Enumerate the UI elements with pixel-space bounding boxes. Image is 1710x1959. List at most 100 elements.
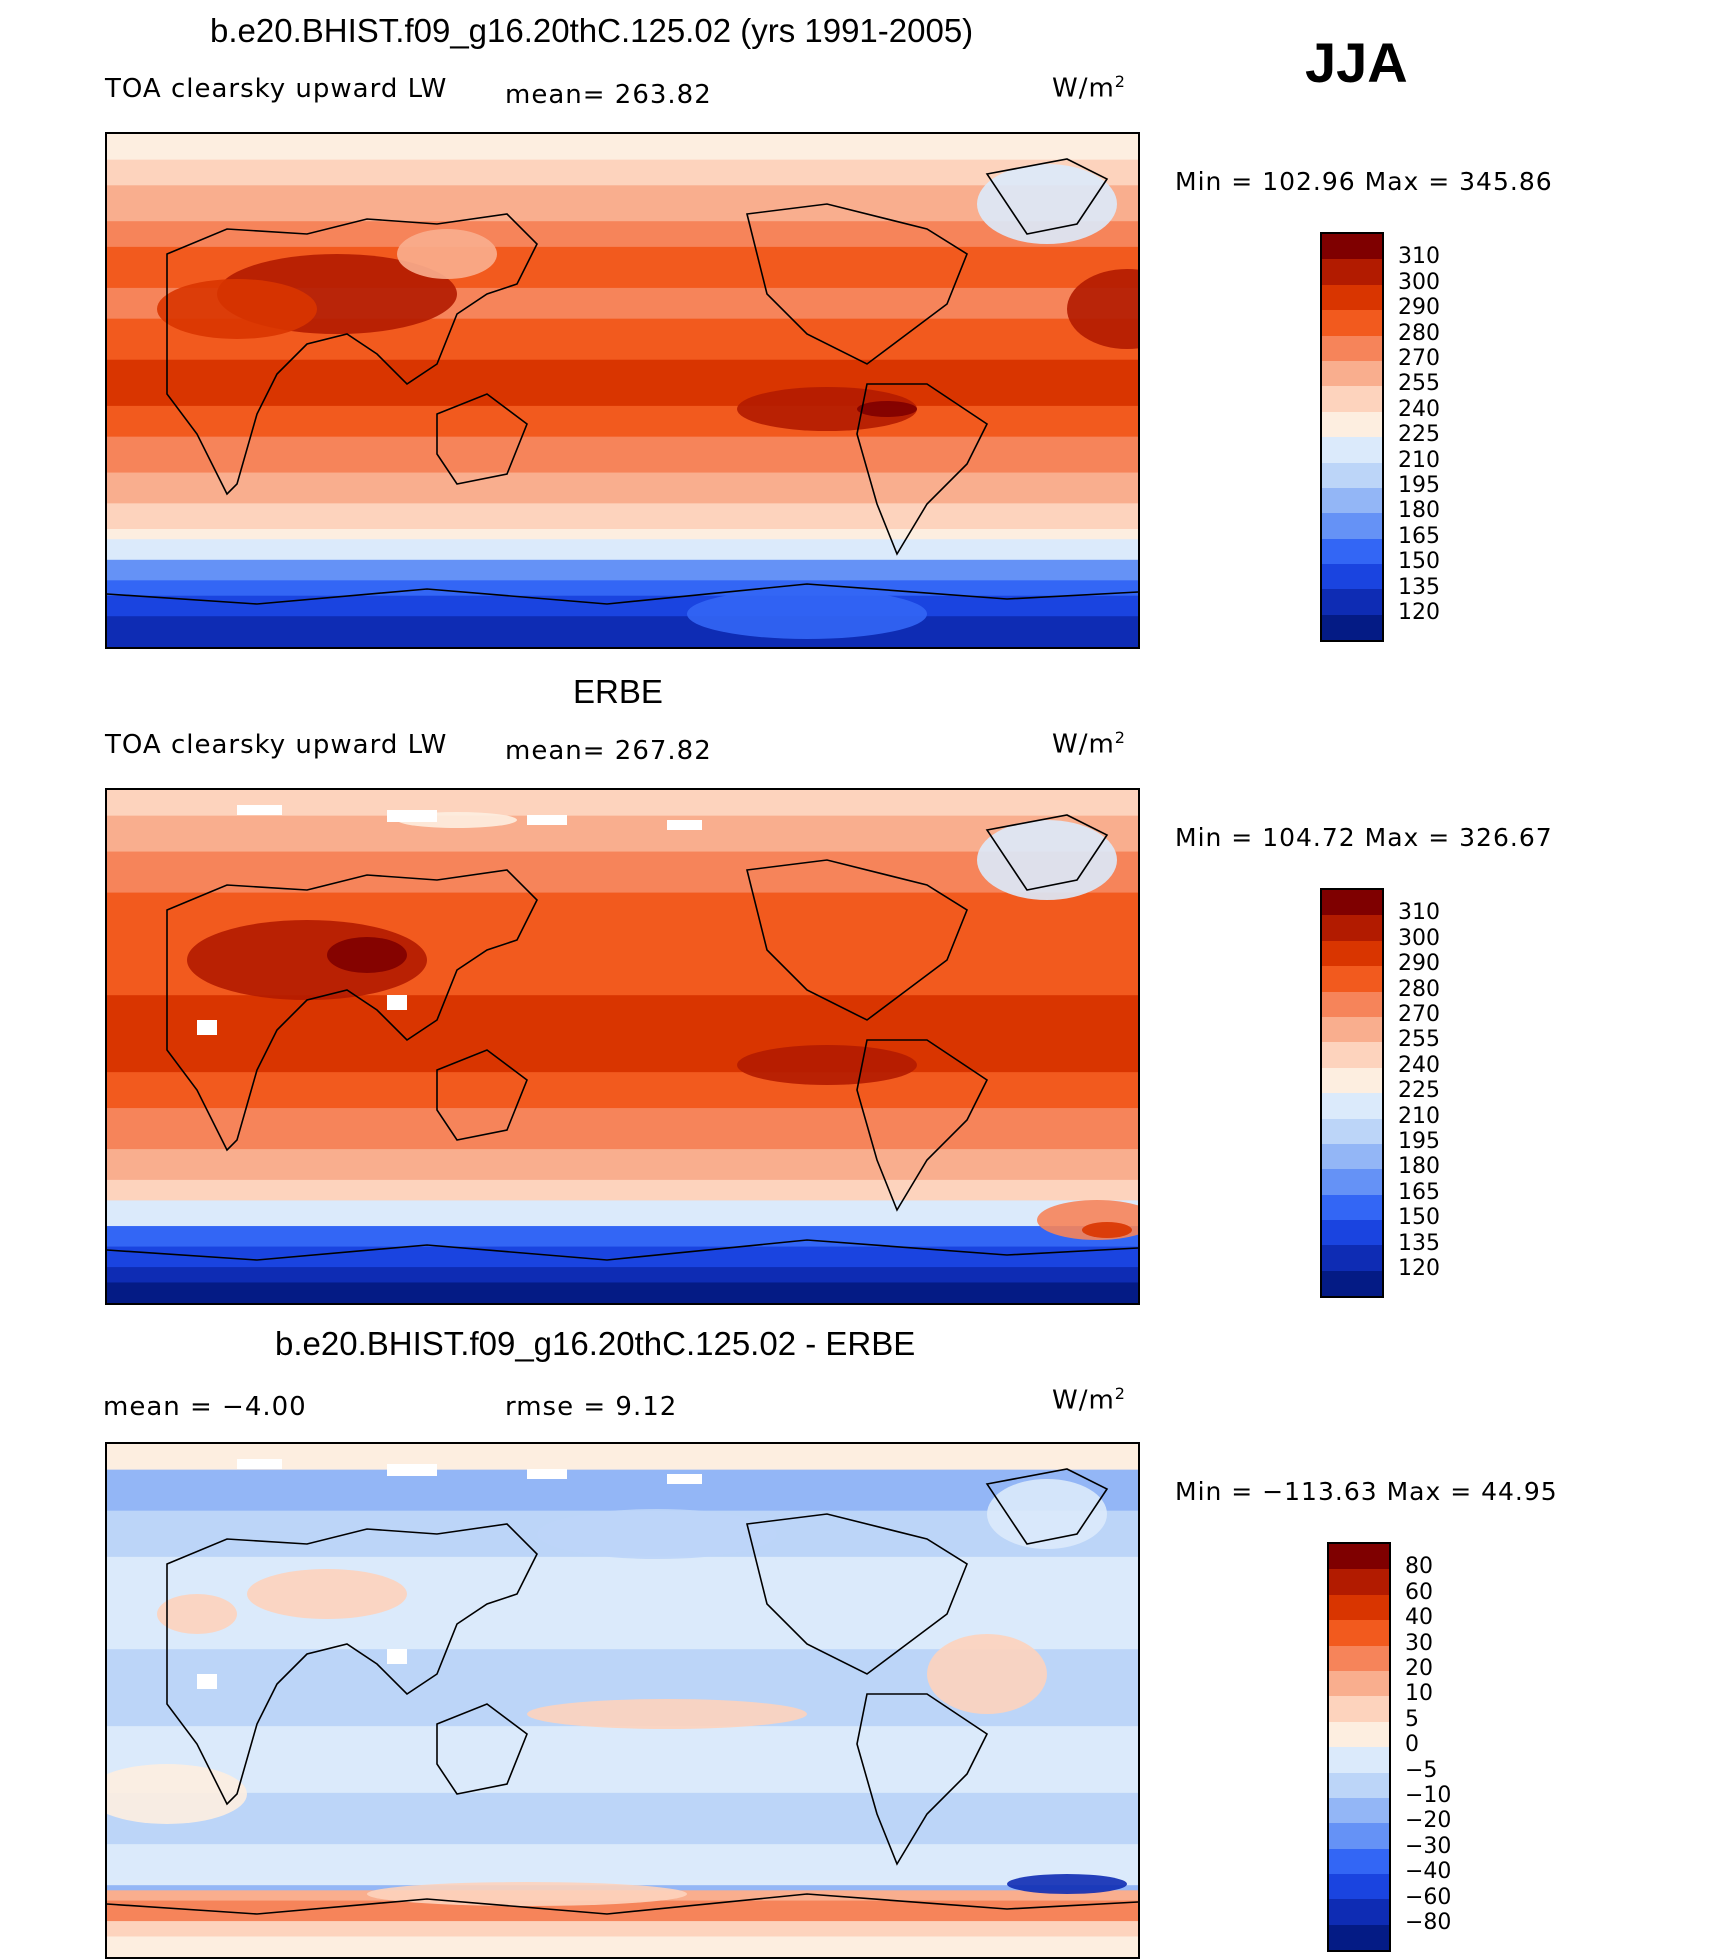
colorbar-tick-label: −20 bbox=[1405, 1808, 1452, 1834]
map-band bbox=[107, 159, 1138, 187]
colorbar-swatch bbox=[1329, 1924, 1389, 1951]
colorbar-tick-label: 270 bbox=[1398, 1002, 1440, 1027]
colorbar-tick-label: 5 bbox=[1405, 1706, 1419, 1732]
map-band bbox=[107, 580, 1138, 597]
colorbar-swatch bbox=[1329, 1594, 1389, 1621]
panel1-units: W/m2 bbox=[1052, 72, 1126, 104]
map-band bbox=[107, 851, 1138, 894]
colorbar-tick-label: 210 bbox=[1398, 447, 1440, 473]
colorbar-tick-label: 255 bbox=[1398, 1027, 1440, 1053]
missing-data-mask bbox=[237, 805, 282, 815]
panel1-map bbox=[105, 132, 1140, 649]
panel1-variable-label: TOA clearsky upward LW bbox=[105, 74, 448, 104]
panel3-map-field bbox=[107, 1444, 1138, 1957]
coastline bbox=[436, 393, 528, 485]
map-band bbox=[107, 1226, 1138, 1248]
map-contour-region bbox=[527, 1699, 807, 1729]
colorbar-swatch bbox=[1322, 614, 1382, 641]
colorbar-tick-label: 255 bbox=[1398, 371, 1440, 397]
coastline bbox=[746, 1513, 968, 1675]
coastline bbox=[166, 213, 538, 496]
colorbar-tick-label: 40 bbox=[1405, 1605, 1433, 1631]
panel2-title: ERBE bbox=[573, 673, 663, 710]
colorbar-swatch bbox=[1322, 1093, 1382, 1119]
missing-data-mask bbox=[667, 1474, 702, 1484]
panel2-minmax: Min = 104.72 Max = 326.67 bbox=[1175, 823, 1553, 852]
map-contour-region bbox=[927, 1634, 1047, 1714]
colorbar-tick-label: −80 bbox=[1405, 1910, 1452, 1935]
map-band bbox=[107, 1469, 1138, 1512]
colorbar-swatch bbox=[1322, 360, 1382, 387]
map-band bbox=[107, 595, 1138, 618]
map-contour-region bbox=[1007, 1874, 1127, 1894]
colorbar-tick-label: 240 bbox=[1398, 396, 1440, 422]
colorbar-tick-label: −40 bbox=[1405, 1859, 1452, 1885]
colorbar-swatch bbox=[1322, 1016, 1382, 1043]
colorbar-tick-label: 270 bbox=[1398, 346, 1440, 371]
panel1-minmax: Min = 102.96 Max = 345.86 bbox=[1175, 167, 1553, 196]
colorbar-swatch bbox=[1322, 1118, 1382, 1144]
coastline bbox=[746, 859, 968, 1021]
map-contour-region bbox=[107, 1764, 247, 1824]
colorbar-tick-label: 80 bbox=[1405, 1554, 1433, 1580]
map-band bbox=[107, 221, 1138, 248]
colorbar-swatch bbox=[1322, 589, 1382, 615]
panel3-title: b.e20.BHIST.f09_g16.20thC.125.02 - ERBE bbox=[275, 1325, 916, 1362]
colorbar-swatch bbox=[1322, 915, 1382, 941]
missing-data-mask bbox=[237, 1459, 282, 1469]
map-band bbox=[107, 616, 1138, 647]
map-contour-region bbox=[327, 937, 407, 973]
colorbar-swatch bbox=[1329, 1747, 1389, 1773]
map-band bbox=[107, 1149, 1138, 1181]
colorbar-swatch bbox=[1322, 411, 1382, 438]
colorbar-tick-label: 180 bbox=[1398, 498, 1440, 524]
colorbar-swatch bbox=[1322, 513, 1382, 539]
map-band bbox=[107, 359, 1138, 407]
coastline bbox=[985, 1468, 1109, 1545]
coastline bbox=[166, 869, 538, 1152]
colorbar-tick-label: 165 bbox=[1398, 523, 1440, 549]
map-band bbox=[107, 1246, 1138, 1269]
map-band bbox=[107, 539, 1138, 561]
missing-data-mask bbox=[387, 810, 437, 822]
coastline bbox=[107, 1893, 1138, 1915]
panel2-colorbar bbox=[1320, 888, 1384, 1299]
colorbar-tick-label: 135 bbox=[1398, 1230, 1440, 1256]
colorbar-swatch bbox=[1322, 284, 1382, 311]
colorbar-swatch bbox=[1322, 386, 1382, 412]
colorbar-swatch bbox=[1322, 538, 1382, 565]
map-band bbox=[107, 559, 1138, 582]
colorbar-swatch bbox=[1322, 487, 1382, 514]
colorbar-tick-label: 180 bbox=[1398, 1154, 1440, 1180]
map-band bbox=[107, 436, 1138, 474]
map-band bbox=[107, 1108, 1138, 1151]
missing-data-mask bbox=[197, 1020, 217, 1035]
map-band bbox=[107, 1072, 1138, 1110]
map-band bbox=[107, 815, 1138, 853]
colorbar-tick-label: 240 bbox=[1398, 1052, 1440, 1078]
colorbar-tick-label: 225 bbox=[1398, 1078, 1440, 1104]
colorbar-swatch bbox=[1322, 890, 1382, 916]
colorbar-tick-label: −60 bbox=[1405, 1884, 1452, 1910]
map-band bbox=[107, 1936, 1138, 1957]
map-band bbox=[107, 1179, 1138, 1202]
map-contour-region bbox=[367, 1882, 687, 1906]
map-band bbox=[107, 1900, 1138, 1923]
coastline bbox=[107, 583, 1138, 605]
colorbar-swatch bbox=[1322, 966, 1382, 992]
season-label: JJA bbox=[1305, 31, 1408, 94]
colorbar-swatch bbox=[1329, 1823, 1389, 1849]
colorbar-swatch bbox=[1322, 310, 1382, 336]
colorbar-swatch bbox=[1322, 1169, 1382, 1195]
map-band bbox=[107, 1921, 1138, 1938]
colorbar-tick-label: 165 bbox=[1398, 1179, 1440, 1205]
colorbar-swatch bbox=[1322, 991, 1382, 1017]
colorbar-swatch bbox=[1329, 1899, 1389, 1925]
colorbar-tick-label: 195 bbox=[1398, 473, 1440, 498]
map-band bbox=[107, 1282, 1138, 1303]
coastline bbox=[436, 1703, 528, 1795]
panel3-rmse-label: rmse = 9.12 bbox=[505, 1392, 678, 1422]
map-contour-region bbox=[157, 1594, 237, 1634]
colorbar-tick-label: −30 bbox=[1405, 1833, 1452, 1859]
missing-data-mask bbox=[387, 1464, 437, 1476]
